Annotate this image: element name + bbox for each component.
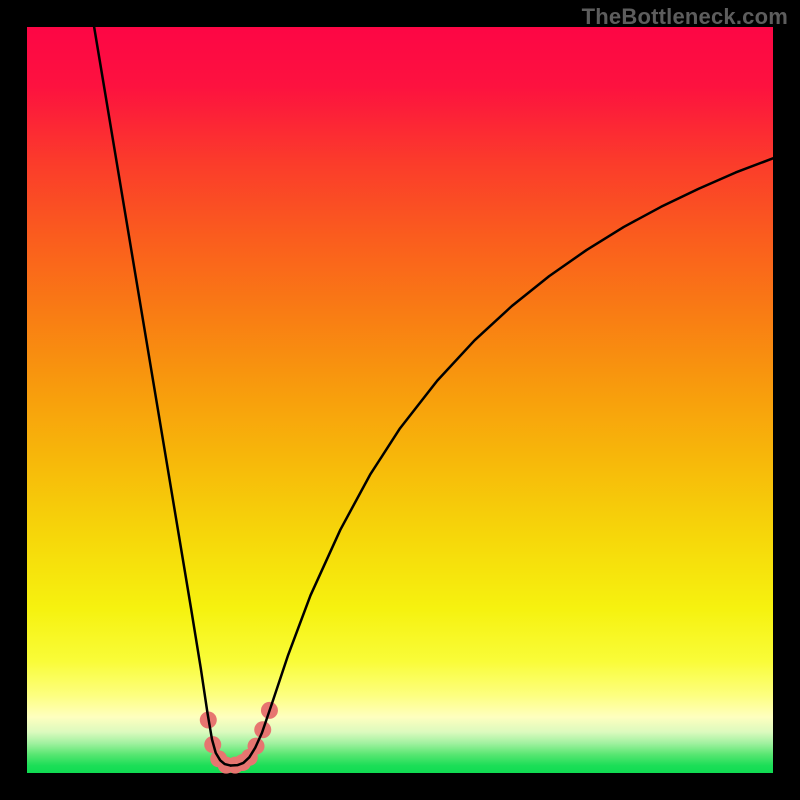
chart-root: { "watermark": { "text": "TheBottleneck.…: [0, 0, 800, 800]
watermark-text: TheBottleneck.com: [582, 4, 788, 30]
plot-area: [27, 27, 773, 773]
